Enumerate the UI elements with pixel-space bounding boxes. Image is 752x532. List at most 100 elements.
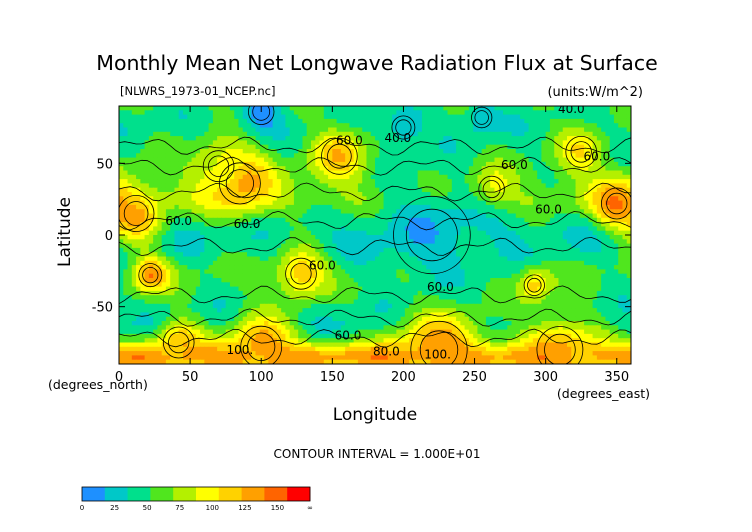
heatmap-cell xyxy=(272,110,278,116)
heatmap-cell xyxy=(549,144,555,150)
heatmap-cell xyxy=(383,260,389,266)
heatmap-cell xyxy=(281,114,286,120)
heatmap-cell xyxy=(498,179,504,184)
heatmap-cell xyxy=(601,256,606,262)
heatmap-cell xyxy=(345,260,350,266)
heatmap-cell xyxy=(430,106,436,111)
heatmap-cell xyxy=(259,256,265,262)
heatmap-cell xyxy=(268,106,274,111)
heatmap-cell xyxy=(238,114,244,120)
heatmap-cell xyxy=(549,213,555,219)
heatmap-cell xyxy=(289,269,295,275)
heatmap-cell xyxy=(340,235,346,240)
heatmap-cell xyxy=(255,278,261,283)
heatmap-cell xyxy=(366,131,372,137)
heatmap-cell xyxy=(584,183,589,189)
heatmap-cell xyxy=(400,273,406,279)
heatmap-cell xyxy=(447,265,453,270)
heatmap-cell xyxy=(477,235,483,240)
heatmap-cell xyxy=(477,226,483,232)
heatmap-cell xyxy=(302,222,308,227)
heatmap-cell xyxy=(434,179,440,184)
heatmap-cell xyxy=(494,278,500,283)
heatmap-cell xyxy=(571,217,577,223)
heatmap-cell xyxy=(541,183,547,189)
heatmap-cell xyxy=(622,131,628,137)
heatmap-cell xyxy=(511,252,517,258)
heatmap-cell xyxy=(157,247,163,253)
heatmap-cell xyxy=(217,136,222,141)
heatmap-cell xyxy=(323,273,329,279)
heatmap-cell xyxy=(349,256,355,262)
heatmap-cell xyxy=(131,252,137,258)
heatmap-cell xyxy=(204,239,210,245)
heatmap-cell xyxy=(567,243,572,249)
heatmap-cell xyxy=(473,131,478,137)
heatmap-cell xyxy=(281,187,286,193)
heatmap-cell xyxy=(234,260,240,266)
heatmap-cell xyxy=(447,209,453,215)
heatmap-cell xyxy=(345,278,350,283)
heatmap-cell xyxy=(584,114,589,120)
heatmap-cell xyxy=(259,157,265,163)
heatmap-cell xyxy=(498,192,504,197)
heatmap-cell xyxy=(485,235,491,240)
heatmap-cell xyxy=(131,149,137,154)
heatmap-cell xyxy=(289,149,295,154)
heatmap-cell xyxy=(311,278,316,283)
heatmap-cell xyxy=(242,187,248,193)
heatmap-cell xyxy=(293,144,299,150)
heatmap-cell xyxy=(571,161,577,167)
heatmap-cell xyxy=(140,118,146,124)
heatmap-cell xyxy=(443,140,449,146)
heatmap-cell xyxy=(387,144,393,150)
heatmap-cell xyxy=(127,170,133,176)
heatmap-cell xyxy=(221,235,227,240)
heatmap-cell xyxy=(409,273,414,279)
heatmap-cell xyxy=(413,204,419,210)
heatmap-cell xyxy=(165,247,171,253)
heatmap-cell xyxy=(340,144,346,150)
heatmap-cell xyxy=(276,278,282,283)
heatmap-cell xyxy=(293,153,299,159)
heatmap-cell xyxy=(289,243,295,249)
heatmap-cell xyxy=(268,183,274,189)
heatmap-cell xyxy=(204,209,210,215)
heatmap-cell xyxy=(532,114,538,120)
heatmap-cell xyxy=(481,149,487,154)
heatmap-cell xyxy=(494,157,500,163)
heatmap-cell xyxy=(238,278,244,283)
heatmap-cell xyxy=(306,192,312,197)
heatmap-cell xyxy=(451,247,457,253)
heatmap-cell xyxy=(439,243,444,249)
heatmap-cell xyxy=(498,204,504,210)
heatmap-cell xyxy=(229,222,235,227)
heatmap-cell xyxy=(447,110,453,116)
heatmap-cell xyxy=(532,131,538,137)
heatmap-cell xyxy=(584,204,589,210)
heatmap-cell xyxy=(174,179,180,184)
heatmap-cell xyxy=(558,273,564,279)
heatmap-cell xyxy=(473,140,478,146)
heatmap-cell xyxy=(170,110,176,116)
heatmap-cell xyxy=(183,114,188,120)
heatmap-cell xyxy=(302,226,308,232)
heatmap-cell xyxy=(430,269,436,275)
heatmap-cell xyxy=(157,265,163,270)
heatmap-cell xyxy=(477,260,483,266)
heatmap-cell xyxy=(366,170,372,176)
heatmap-cell xyxy=(148,252,154,258)
heatmap-cell xyxy=(302,153,308,159)
heatmap-cell xyxy=(332,256,338,262)
heatmap-cell xyxy=(417,243,423,249)
heatmap-cell xyxy=(584,200,589,206)
heatmap-cell xyxy=(281,252,286,258)
heatmap-cell xyxy=(234,153,240,159)
heatmap-cell xyxy=(148,140,154,146)
heatmap-cell xyxy=(131,161,137,167)
heatmap-cell xyxy=(571,187,577,193)
heatmap-cell xyxy=(618,192,624,197)
heatmap-cell xyxy=(259,187,265,193)
heatmap-cell xyxy=(507,170,513,176)
heatmap-cell xyxy=(545,179,551,184)
